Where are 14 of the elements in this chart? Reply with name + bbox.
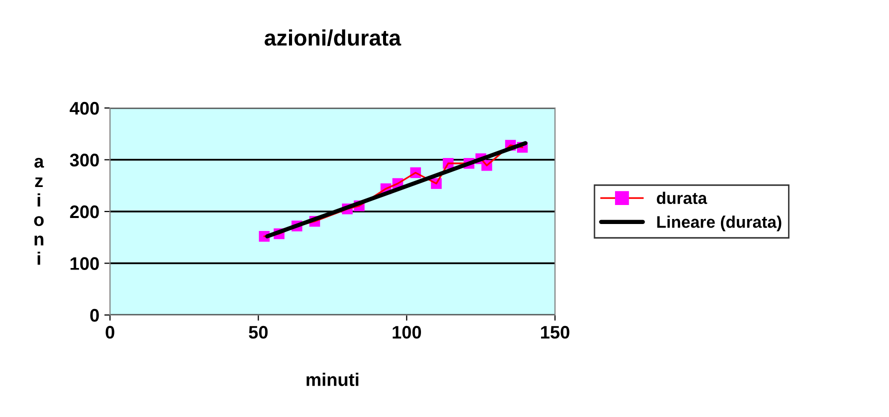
y-tick-label: 400 <box>70 102 99 115</box>
x-tick-label: 0 <box>106 326 114 339</box>
y-tick-label: 200 <box>70 205 99 218</box>
x-tick-label: 50 <box>248 326 268 339</box>
y-tick-label: 0 <box>90 308 99 322</box>
chart-title: azioni/durata <box>264 29 402 46</box>
x-tick-label: 150 <box>541 326 570 339</box>
x-tick-label: 100 <box>392 326 421 339</box>
y-tick-label: 300 <box>70 154 99 166</box>
legend-label: durata <box>656 192 708 204</box>
legend-label: Lineare (durata) <box>657 216 782 232</box>
y-axis-title: azioni <box>34 158 44 265</box>
x-axis-title: minuti <box>306 372 358 386</box>
y-tick-label: 100 <box>70 257 99 270</box>
